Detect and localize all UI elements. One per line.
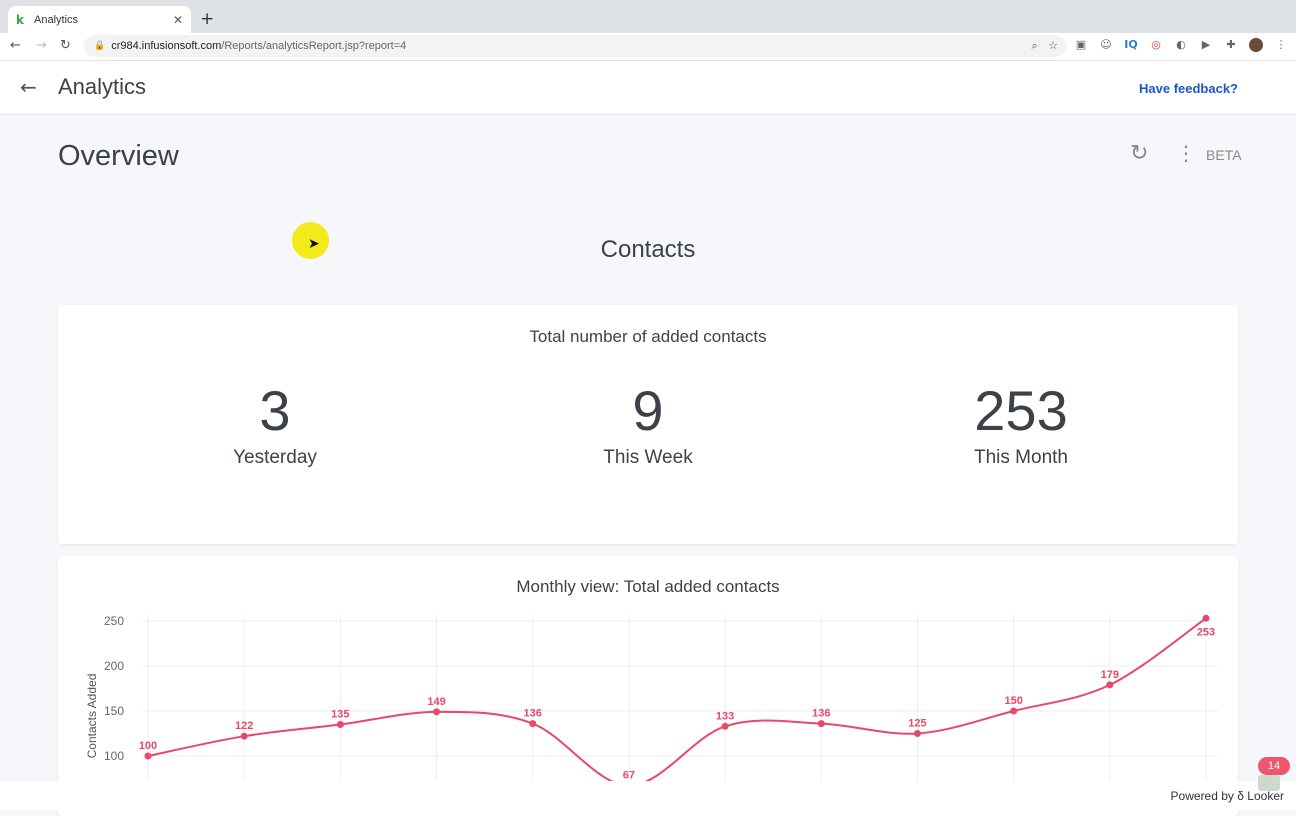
tab-favicon-icon: k [16, 12, 24, 27]
kpi-this-month: 253 This Month [901, 383, 1141, 469]
data-label: 133 [716, 710, 734, 722]
data-label: 67 [623, 770, 635, 782]
kpi-value: 9 [632, 379, 664, 442]
line-chart: 100 150 200 250 Contacts Added 100 122 135 149 13… [85, 614, 1218, 790]
data-point [240, 732, 248, 740]
reload-icon[interactable]: ↻ [60, 38, 71, 53]
data-label: 253 [1197, 626, 1215, 638]
browser-toolbar: ← → ↻ 🔒 cr984.infusionsoft.com/Reports/a… [0, 33, 1296, 61]
kpi-card-title: Total number of added contacts [529, 327, 767, 346]
chat-icon[interactable] [1258, 775, 1280, 791]
kpi-yesterday: 3 Yesterday [155, 383, 395, 469]
new-tab-icon[interactable]: + [200, 9, 215, 29]
iq-icon[interactable]: IQ [1124, 38, 1138, 51]
data-label: 149 [427, 696, 445, 708]
feedback-link[interactable]: Have feedback? [1139, 81, 1238, 96]
app-header: ← Analytics Have feedback? [0, 61, 1296, 115]
mouse-cursor-icon: ➤ [308, 236, 320, 252]
kpi-card: Total number of added contacts 3 Yesterd… [58, 305, 1238, 544]
lock-icon: 🔒 [94, 41, 106, 51]
data-point [817, 720, 825, 728]
tab-title: Analytics [34, 13, 79, 26]
url-path: /Reports/analyticsReport.jsp?report=4 [221, 40, 407, 52]
series-line [147, 617, 1207, 787]
footer: Powered by δ Looker [0, 781, 1296, 810]
data-point [913, 730, 921, 737]
data-label: 122 [235, 720, 253, 732]
data-label: 136 [524, 708, 542, 720]
y-tick-label: 100 [104, 749, 124, 763]
data-label: 100 [139, 740, 157, 752]
beta-badge: BETA [1206, 147, 1242, 163]
address-bar[interactable]: 🔒 cr984.infusionsoft.com/Reports/analyti… [84, 35, 1066, 57]
kpi-label: This Month [974, 447, 1068, 468]
kpi-this-week: 9 This Week [528, 383, 768, 469]
kpi-label: This Week [603, 447, 693, 468]
overview-title: Overview [58, 140, 179, 172]
browser-tab[interactable]: k Analytics ✕ [8, 6, 191, 33]
chart-title: Monthly view: Total added contacts [516, 577, 780, 596]
puzzle-icon[interactable]: ✚ [1226, 38, 1236, 51]
refresh-icon[interactable]: ↻ [1130, 141, 1149, 166]
powered-by: Powered by δ Looker [1170, 789, 1284, 803]
forward-icon[interactable]: → [36, 38, 47, 53]
back-icon[interactable]: ← [10, 38, 21, 53]
circle-icon[interactable]: ◐ [1176, 38, 1186, 51]
play-icon[interactable]: ▶ [1201, 38, 1211, 51]
more-options-icon[interactable]: ⋮ [1176, 141, 1196, 165]
data-point [1106, 681, 1114, 689]
data-label: 136 [812, 708, 830, 720]
data-point [529, 720, 537, 728]
url-host: cr984.infusionsoft.com [111, 40, 222, 52]
target-icon[interactable]: ◎ [1151, 38, 1161, 51]
page-title: Analytics [58, 74, 147, 99]
section-title: Contacts [600, 236, 696, 263]
data-label: 150 [1004, 695, 1022, 707]
data-point [433, 708, 441, 716]
data-label: 125 [908, 718, 926, 730]
g-icon[interactable]: ▣ [1075, 38, 1087, 51]
browser-tab-bar: k Analytics ✕ + [0, 0, 1296, 33]
avatar[interactable] [1249, 38, 1263, 55]
extensions-area: ▣ ☺ IQ ◎ ◐ ▶ ✚ ⋮ [1074, 38, 1288, 55]
data-point [336, 721, 344, 728]
y-tick-label: 200 [104, 659, 124, 673]
data-point [1202, 614, 1210, 622]
data-label: 179 [1101, 669, 1119, 681]
zoom-icon[interactable]: ⌕ ☆ [1031, 39, 1058, 52]
kpi-value: 3 [259, 379, 291, 442]
data-point [721, 722, 729, 730]
chart-card: Monthly view: Total added contacts 100 15… [58, 556, 1238, 816]
back-arrow-icon[interactable]: ← [20, 75, 37, 99]
notification-badge[interactable]: 14 [1258, 757, 1290, 775]
kpi-label: Yesterday [233, 447, 317, 468]
y-tick-label: 250 [104, 614, 124, 628]
data-label: 135 [331, 709, 349, 721]
face-icon[interactable]: ☺ [1100, 38, 1112, 51]
y-tick-label: 150 [104, 704, 124, 718]
kpi-value: 253 [974, 379, 1068, 442]
y-axis-label: Contacts Added [85, 674, 99, 759]
tab-close-icon[interactable]: ✕ [172, 12, 183, 27]
data-point [144, 752, 152, 760]
cursor-highlight [292, 222, 329, 259]
menu-icon[interactable]: ⋮ [1275, 38, 1287, 51]
data-point [1010, 707, 1018, 715]
